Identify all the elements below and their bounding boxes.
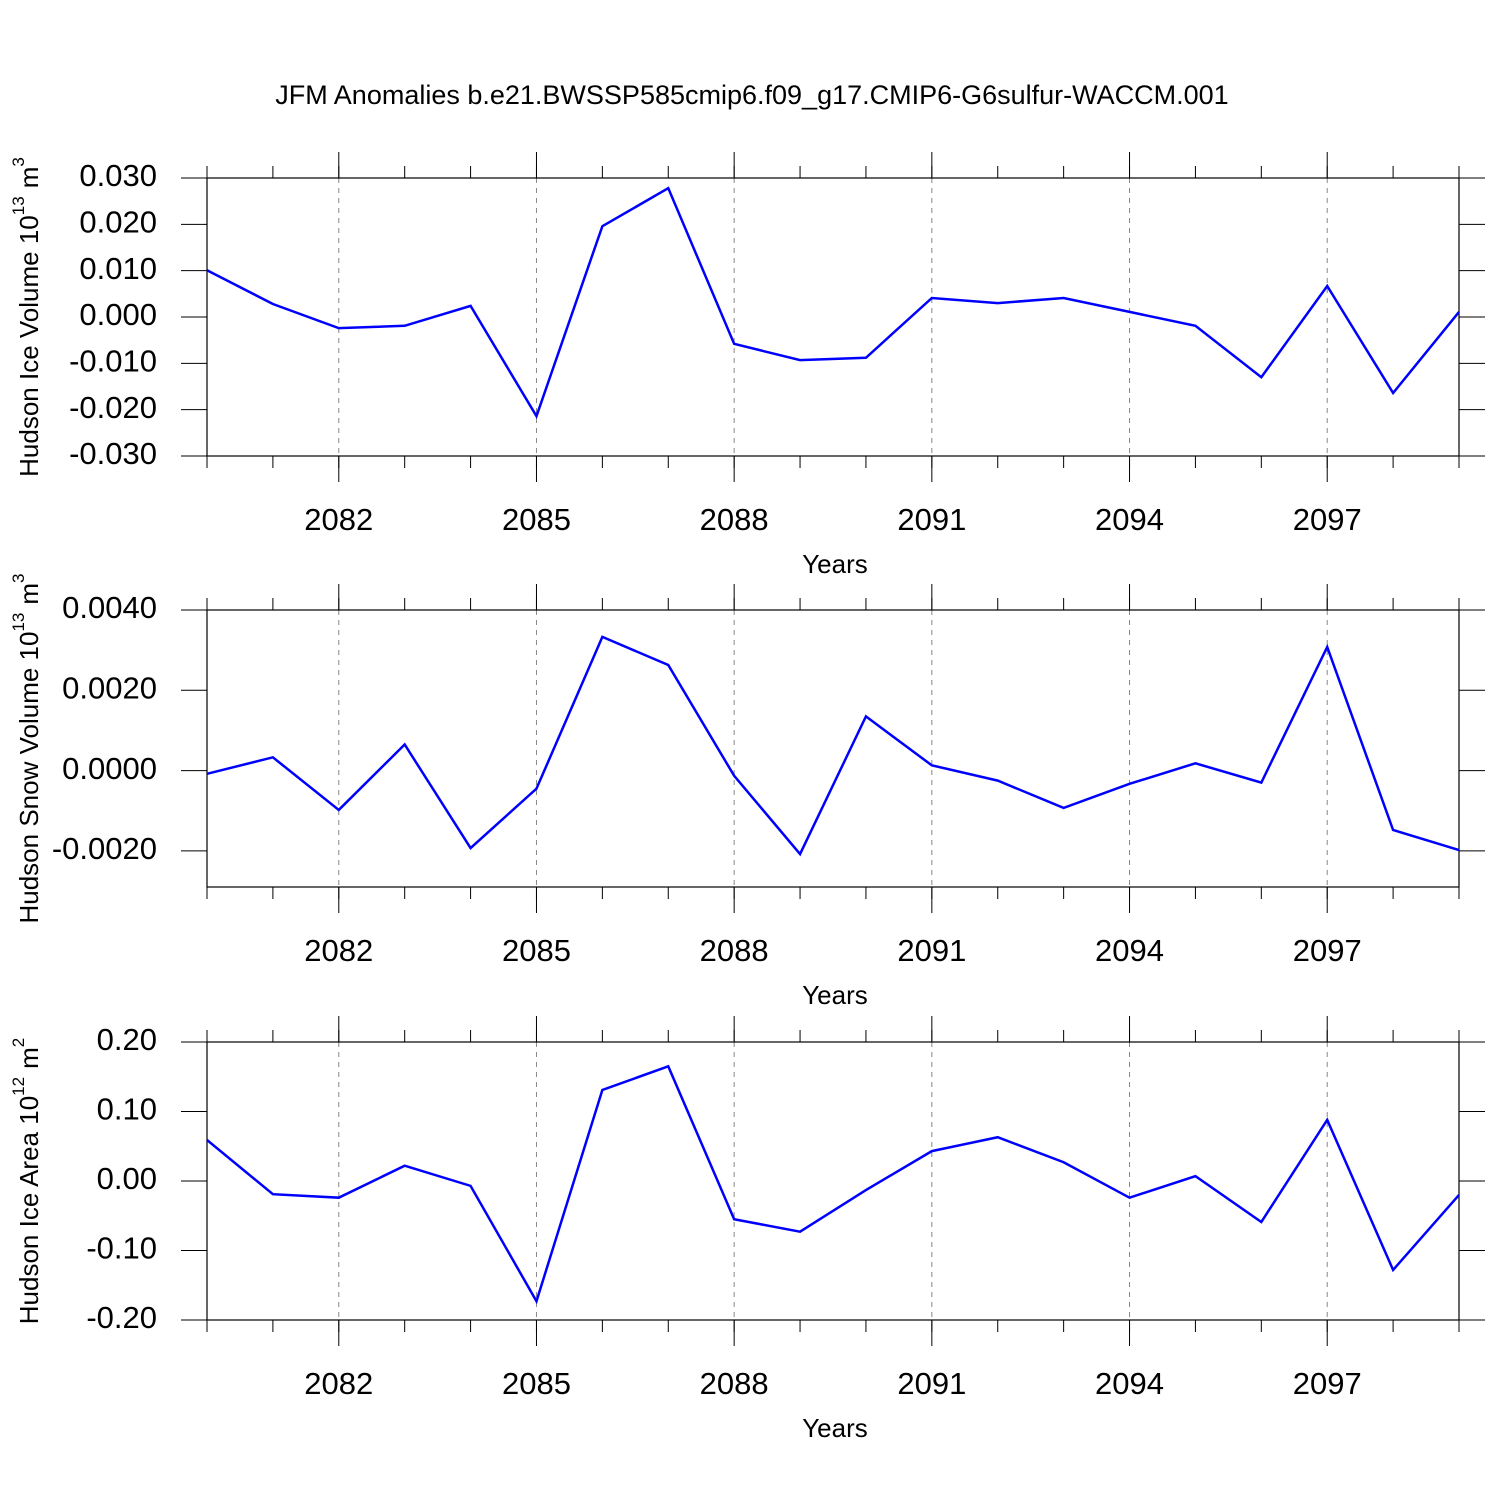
y-tick-label: -0.010 xyxy=(69,344,157,379)
x-tick-label: 2094 xyxy=(1095,502,1164,537)
plot-frame xyxy=(206,609,1460,888)
y-axis-label-exponent: 3 xyxy=(9,573,28,582)
y-axis-label: Hudson Ice Area 1012 m2 xyxy=(9,1038,43,1324)
y-tick-label: -0.030 xyxy=(69,436,157,471)
y-tick-label: 0.10 xyxy=(97,1092,157,1127)
x-tick-label: 2082 xyxy=(304,933,373,968)
x-tick-label: 2085 xyxy=(502,1366,571,1401)
x-tick-label: 2088 xyxy=(700,1366,769,1401)
y-tick-label: 0.020 xyxy=(79,205,157,240)
y-axis-label-text: m xyxy=(14,583,44,605)
y-tick-label: -0.10 xyxy=(86,1231,157,1266)
x-axis-label: Years xyxy=(802,1413,868,1443)
x-tick-label: 2091 xyxy=(897,1366,966,1401)
y-axis-label: Hudson Snow Volume 1013 m3 xyxy=(9,573,43,923)
x-tick-label: 2097 xyxy=(1293,1366,1362,1401)
y-axis-label-exponent: 3 xyxy=(9,157,28,166)
y-tick-label: 0.20 xyxy=(97,1022,157,1057)
x-tick-label: 2091 xyxy=(897,502,966,537)
x-axis-label: Years xyxy=(802,980,868,1010)
y-tick-label: 0.000 xyxy=(79,297,157,332)
y-axis-label-text: m xyxy=(14,167,44,189)
y-axis-label-exponent: 2 xyxy=(9,1038,28,1047)
x-tick-label: 2094 xyxy=(1095,933,1164,968)
x-tick-label: 2097 xyxy=(1293,502,1362,537)
y-tick-label: 0.030 xyxy=(79,158,157,193)
y-tick-label: 0.0040 xyxy=(62,590,157,625)
y-tick-label: -0.20 xyxy=(86,1300,157,1335)
x-tick-label: 2091 xyxy=(897,933,966,968)
y-tick-label: 0.010 xyxy=(79,251,157,286)
x-axis-label: Years xyxy=(802,549,868,579)
y-tick-label: -0.020 xyxy=(69,390,157,425)
y-axis-label: Hudson Ice Volume 1013 m3 xyxy=(9,157,43,477)
data-line xyxy=(206,1064,1460,1305)
x-tick-label: 2094 xyxy=(1095,1366,1164,1401)
x-tick-label: 2082 xyxy=(304,502,373,537)
y-tick-label: -0.0020 xyxy=(52,831,157,866)
plot-frame xyxy=(206,1041,1460,1321)
y-axis-label-exponent: 13 xyxy=(9,196,28,215)
y-axis-label-exponent: 12 xyxy=(9,1077,28,1096)
y-tick-label: 0.00 xyxy=(97,1161,157,1196)
x-tick-label: 2085 xyxy=(502,502,571,537)
y-axis-label-exponent: 13 xyxy=(9,613,28,632)
x-tick-label: 2082 xyxy=(304,1366,373,1401)
figure-title: JFM Anomalies b.e21.BWSSP585cmip6.f09_g1… xyxy=(275,80,1228,110)
y-axis-label-text: Hudson Ice Area 10 xyxy=(14,1096,44,1324)
y-axis-label-text: m xyxy=(14,1047,44,1069)
x-tick-label: 2088 xyxy=(700,933,769,968)
y-tick-label: 0.0000 xyxy=(62,751,157,786)
y-axis-label-text: Hudson Ice Volume 10 xyxy=(14,215,44,477)
x-tick-label: 2085 xyxy=(502,933,571,968)
plot-frame xyxy=(206,177,1460,457)
x-tick-label: 2097 xyxy=(1293,933,1362,968)
y-axis-label-text: Hudson Snow Volume 10 xyxy=(14,632,44,924)
x-tick-label: 2088 xyxy=(700,502,769,537)
data-line xyxy=(206,186,1460,420)
data-line xyxy=(206,635,1460,857)
y-tick-label: 0.0020 xyxy=(62,670,157,705)
